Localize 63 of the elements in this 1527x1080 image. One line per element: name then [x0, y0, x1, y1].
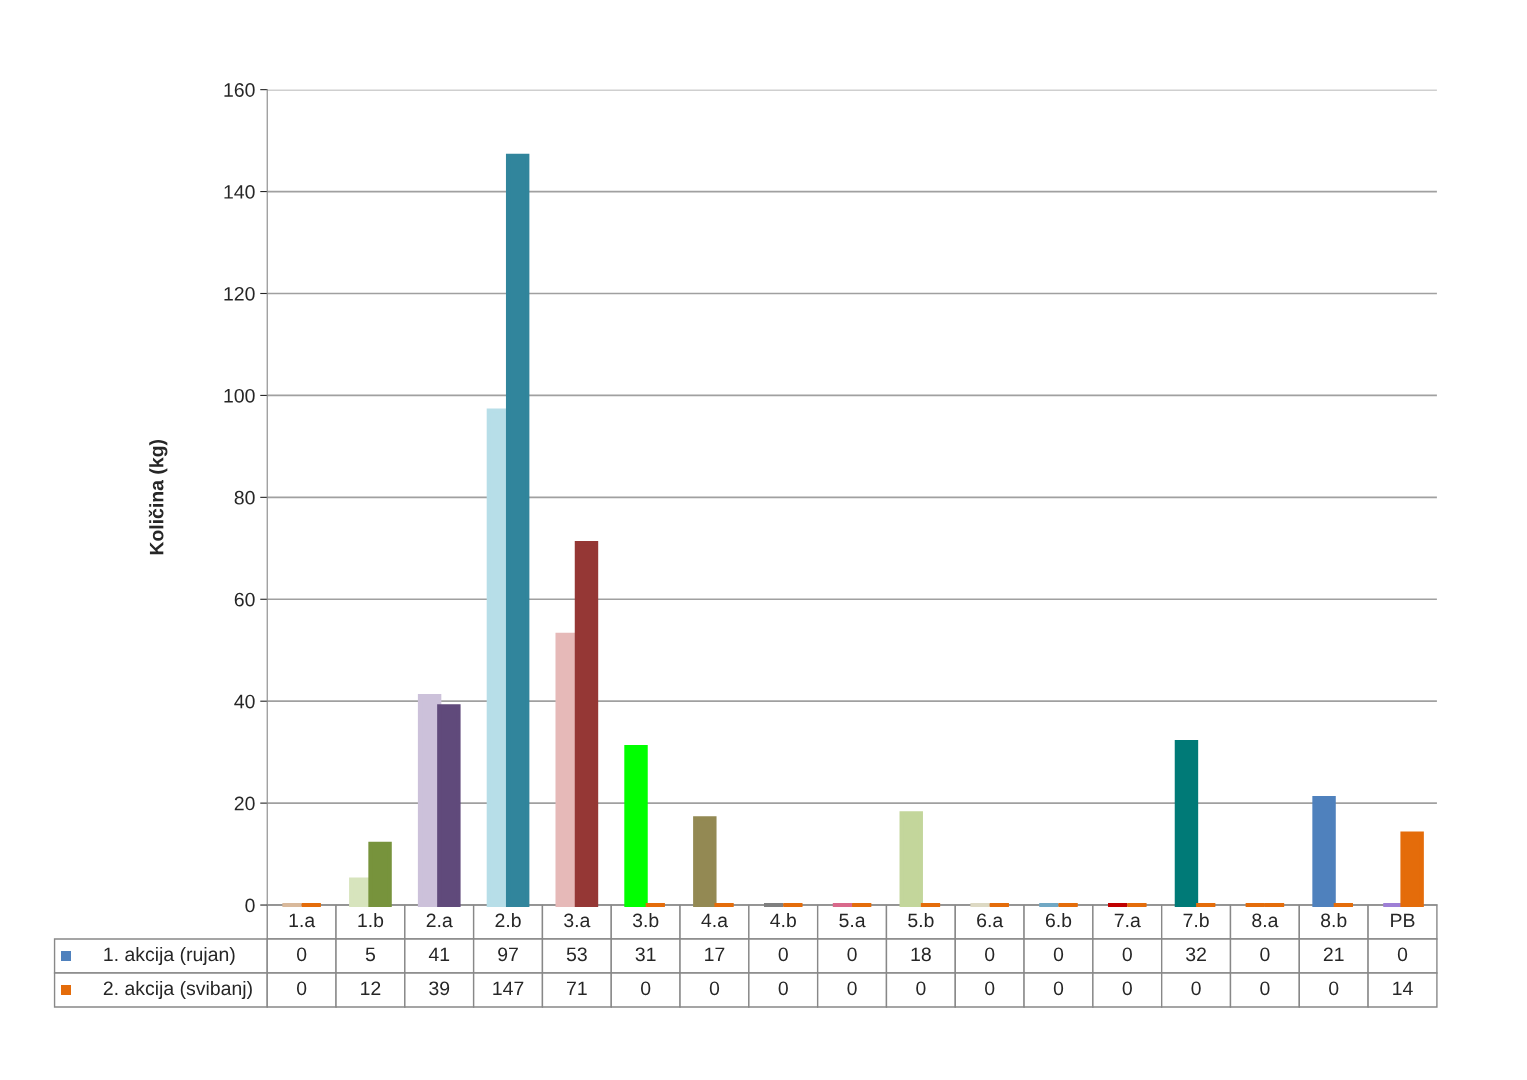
x-tick-label: 4.a: [701, 913, 728, 928]
y-tick-label: 80: [234, 490, 255, 505]
data-label: 39: [429, 981, 450, 996]
data-label: 0: [1191, 981, 1201, 996]
data-label: 31: [635, 947, 656, 962]
data-label: 0: [296, 981, 307, 996]
y-tick-label: 40: [234, 694, 255, 709]
data-label: 0: [1329, 981, 1339, 996]
data-label: 53: [566, 947, 587, 962]
data-label: 71: [567, 981, 587, 996]
data-label: 0: [1260, 981, 1270, 996]
data-label: 0: [1053, 947, 1064, 962]
data-label: 0: [916, 981, 926, 996]
y-axis-title: Količina (kg): [148, 439, 168, 555]
x-tick-label: 2.a: [426, 913, 453, 928]
data-label: 0: [1122, 947, 1132, 962]
y-tick-label: 120: [224, 286, 255, 301]
x-tick-label: PB: [1391, 913, 1415, 928]
data-label: 0: [1053, 981, 1064, 996]
x-tick-label: 6.b: [1045, 912, 1072, 928]
legend-label: 1. akcija (rujan): [104, 946, 235, 966]
y-tick-label: 160: [224, 83, 255, 97]
data-label: 0: [1260, 947, 1270, 962]
x-tick-label: 7.b: [1183, 912, 1209, 928]
x-tick-label: 4.b: [770, 912, 796, 928]
data-label: 0: [296, 947, 307, 962]
x-tick-label: 5.a: [839, 913, 866, 928]
x-tick-label: 8.b: [1321, 912, 1347, 928]
x-tick-label: 2.b: [495, 912, 521, 928]
data-label: 0: [1397, 947, 1408, 962]
x-tick-label: 8.a: [1252, 913, 1279, 928]
x-tick-label: 5.b: [908, 912, 934, 928]
data-label: 0: [847, 981, 857, 996]
x-tick-label: 6.a: [977, 913, 1004, 928]
data-label: 0: [847, 947, 857, 962]
legend-label: 2. akcija (svibanj): [103, 980, 252, 1000]
data-label: 0: [985, 947, 995, 962]
x-tick-label: 3.b: [632, 912, 659, 928]
y-tick-label: 0: [245, 898, 255, 913]
data-label: 0: [709, 981, 720, 996]
x-tick-label: 1.b: [358, 912, 384, 928]
data-label: 21: [1323, 947, 1344, 962]
data-label: 97: [498, 947, 518, 962]
data-label: 5: [365, 947, 376, 962]
y-tick-label: 60: [234, 592, 255, 607]
data-label: 0: [985, 981, 995, 996]
data-label: 0: [1122, 981, 1132, 996]
data-label: 18: [911, 947, 931, 962]
data-label: 32: [1186, 947, 1206, 962]
data-label: 12: [361, 981, 381, 996]
data-label: 14: [1393, 981, 1413, 996]
x-tick-label: 1.a: [289, 913, 316, 928]
x-tick-label: 3.a: [564, 913, 591, 928]
x-tick-label: 7.a: [1114, 913, 1141, 928]
data-label: 41: [428, 947, 450, 962]
data-label: 0: [641, 981, 651, 996]
data-label: 17: [705, 947, 725, 962]
y-tick-label: 20: [234, 796, 255, 811]
y-tick-label: 140: [224, 185, 255, 199]
data-label: 147: [493, 981, 524, 996]
data-label: 0: [778, 981, 788, 996]
y-tick-label: 100: [224, 388, 255, 403]
data-label: 0: [778, 947, 788, 962]
